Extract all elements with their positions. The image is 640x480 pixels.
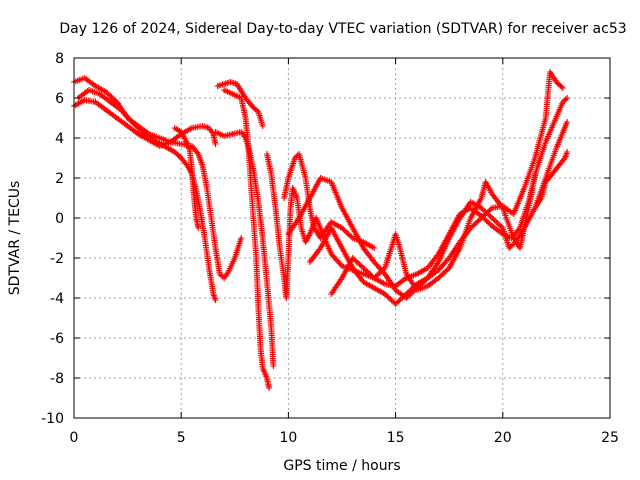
x-tick-label: 20 (494, 430, 512, 446)
data-point (212, 297, 219, 303)
plot-frame (73, 57, 611, 419)
data-point (498, 223, 505, 230)
data-point (559, 99, 566, 105)
data-point (562, 96, 569, 103)
data-point (487, 206, 494, 213)
series-track-6 (214, 79, 266, 129)
grid-lines (74, 58, 610, 418)
x-tick-label: 0 (70, 430, 79, 446)
x-axis-label: GPS time / hours (283, 458, 400, 474)
x-tick-label: 10 (279, 430, 297, 446)
data-point (218, 272, 225, 279)
y-axis-label: SDTVAR / TECUs (7, 181, 23, 296)
series-track-2 (75, 87, 219, 303)
data-point (371, 245, 378, 251)
series-track-13 (531, 149, 571, 211)
series-track-3 (71, 97, 219, 149)
y-tick-label: -4 (50, 291, 64, 307)
data-point (259, 123, 266, 129)
data-point (348, 233, 355, 240)
y-tick-label: 8 (55, 51, 64, 67)
axis-ticks: 0 5 10 15 20 25 -10 -8 -6 -4 -2 0 2 4 6 8 (41, 51, 619, 446)
y-tick-label: -8 (50, 371, 64, 387)
data-points (71, 69, 571, 391)
data-point (216, 271, 223, 277)
data-point (564, 119, 571, 125)
chart-title: Day 126 of 2024, Sidereal Day-to-day VTE… (59, 21, 626, 37)
y-tick-label: 0 (55, 211, 64, 227)
data-point (531, 171, 538, 177)
data-point (558, 83, 565, 90)
data-point (291, 155, 298, 161)
series-track-5 (212, 129, 277, 369)
data-point (561, 97, 568, 104)
series-track-9 (281, 151, 378, 251)
data-point (266, 385, 273, 391)
series-track-12 (328, 171, 538, 297)
data-point (559, 85, 566, 91)
series-track-4 (171, 125, 202, 231)
y-tick-label: -6 (50, 331, 64, 347)
data-point (194, 149, 201, 156)
data-point (195, 225, 202, 231)
x-tick-label: 5 (177, 430, 186, 446)
data-point (293, 153, 300, 160)
data-point (238, 235, 245, 241)
data-point (212, 141, 219, 147)
y-tick-label: -2 (50, 251, 64, 267)
x-tick-label: 25 (601, 430, 619, 446)
y-tick-label: 4 (55, 131, 64, 147)
x-tick-label: 15 (387, 430, 405, 446)
y-tick-label: 6 (55, 91, 64, 107)
data-point (380, 266, 387, 273)
data-point (564, 95, 571, 101)
data-point (270, 363, 277, 369)
y-tick-label: -10 (41, 411, 64, 427)
data-point (564, 149, 571, 155)
series-track-7 (221, 87, 273, 391)
y-tick-label: 2 (55, 171, 64, 187)
